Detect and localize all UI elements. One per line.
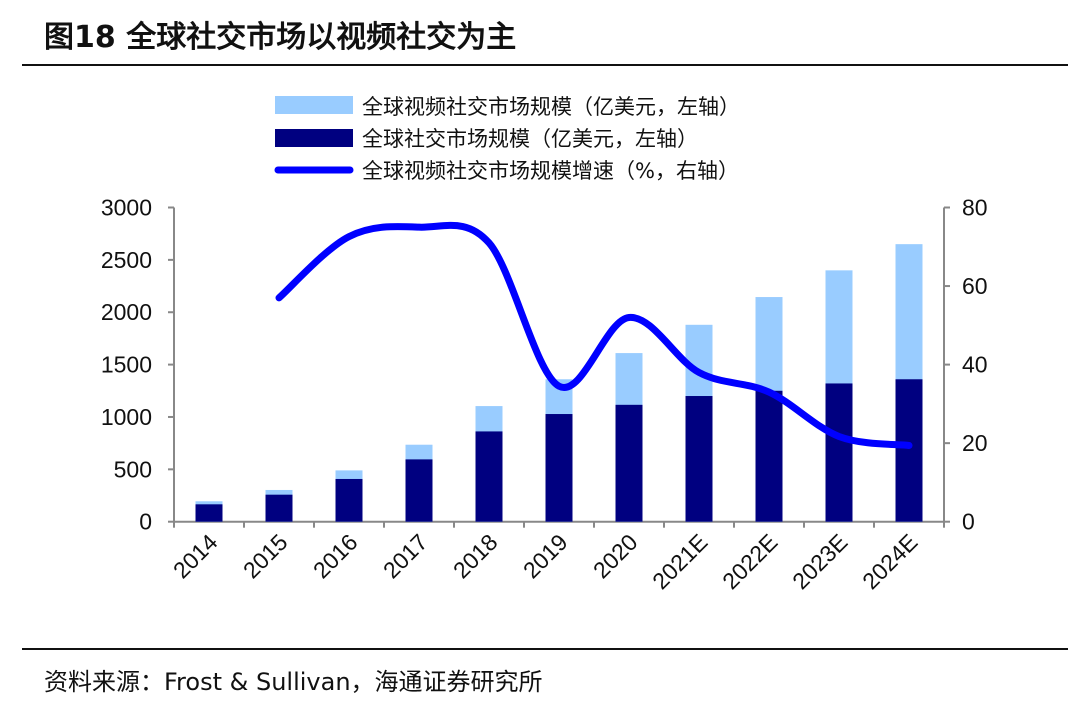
- bar-social-2017: [405, 459, 433, 522]
- growth-rate-line: [275, 221, 913, 450]
- bar-social-2020: [615, 404, 643, 522]
- x-tick-label: 2019: [518, 529, 573, 584]
- right-tick-label: 40: [962, 352, 988, 378]
- left-tick-label: 3000: [101, 195, 152, 221]
- bar-social-2014: [195, 504, 223, 522]
- legend-label-growth: 全球视频社交市场规模增速（%，右轴）: [362, 159, 739, 183]
- left-tick-label: 1500: [101, 352, 152, 378]
- x-tick-label: 2016: [308, 529, 363, 584]
- bar-social-2018: [475, 431, 503, 522]
- figure-title: 图18 全球社交市场以视频社交为主: [44, 20, 517, 55]
- legend-label-social: 全球社交市场规模（亿美元，左轴）: [362, 127, 698, 151]
- right-tick-label: 60: [962, 273, 988, 299]
- x-tick-label: 2017: [378, 529, 433, 584]
- bar-social-2021E: [685, 396, 713, 522]
- right-tick-label: 20: [962, 430, 988, 456]
- x-tick-label: 2020: [588, 529, 643, 584]
- legend-label-video-social: 全球视频社交市场规模（亿美元，左轴）: [362, 95, 740, 119]
- left-tick-label: 500: [114, 456, 152, 482]
- x-tick-label: 2015: [238, 529, 293, 584]
- bar-social-2023E: [825, 383, 853, 522]
- bar-social-2024E: [895, 379, 923, 522]
- left-tick-label: 0: [139, 509, 152, 535]
- left-tick-label: 1000: [101, 404, 152, 430]
- x-tick-label: 2021E: [647, 529, 712, 594]
- x-tick-label: 2014: [168, 529, 223, 584]
- bar-social-2022E: [755, 390, 783, 522]
- x-tick-label: 2022E: [717, 529, 782, 594]
- left-tick-label: 2000: [101, 299, 152, 325]
- x-tick-label: 2023E: [787, 529, 852, 594]
- bar-social-2019: [545, 414, 573, 522]
- title-divider: [22, 64, 1068, 66]
- x-tick-label: 2024E: [857, 529, 922, 594]
- left-tick-label: 2500: [101, 247, 152, 273]
- right-tick-label: 0: [962, 509, 975, 535]
- bar-social-2015: [265, 494, 293, 522]
- legend-swatch-social: [275, 129, 353, 147]
- source-divider: [22, 648, 1068, 650]
- source-note: 资料来源：Frost & Sullivan，海通证券研究所: [44, 668, 543, 696]
- x-tick-label: 2018: [448, 529, 503, 584]
- bar-social-2016: [335, 478, 363, 522]
- right-tick-label: 80: [962, 195, 988, 221]
- legend-swatch-video-social: [275, 96, 353, 114]
